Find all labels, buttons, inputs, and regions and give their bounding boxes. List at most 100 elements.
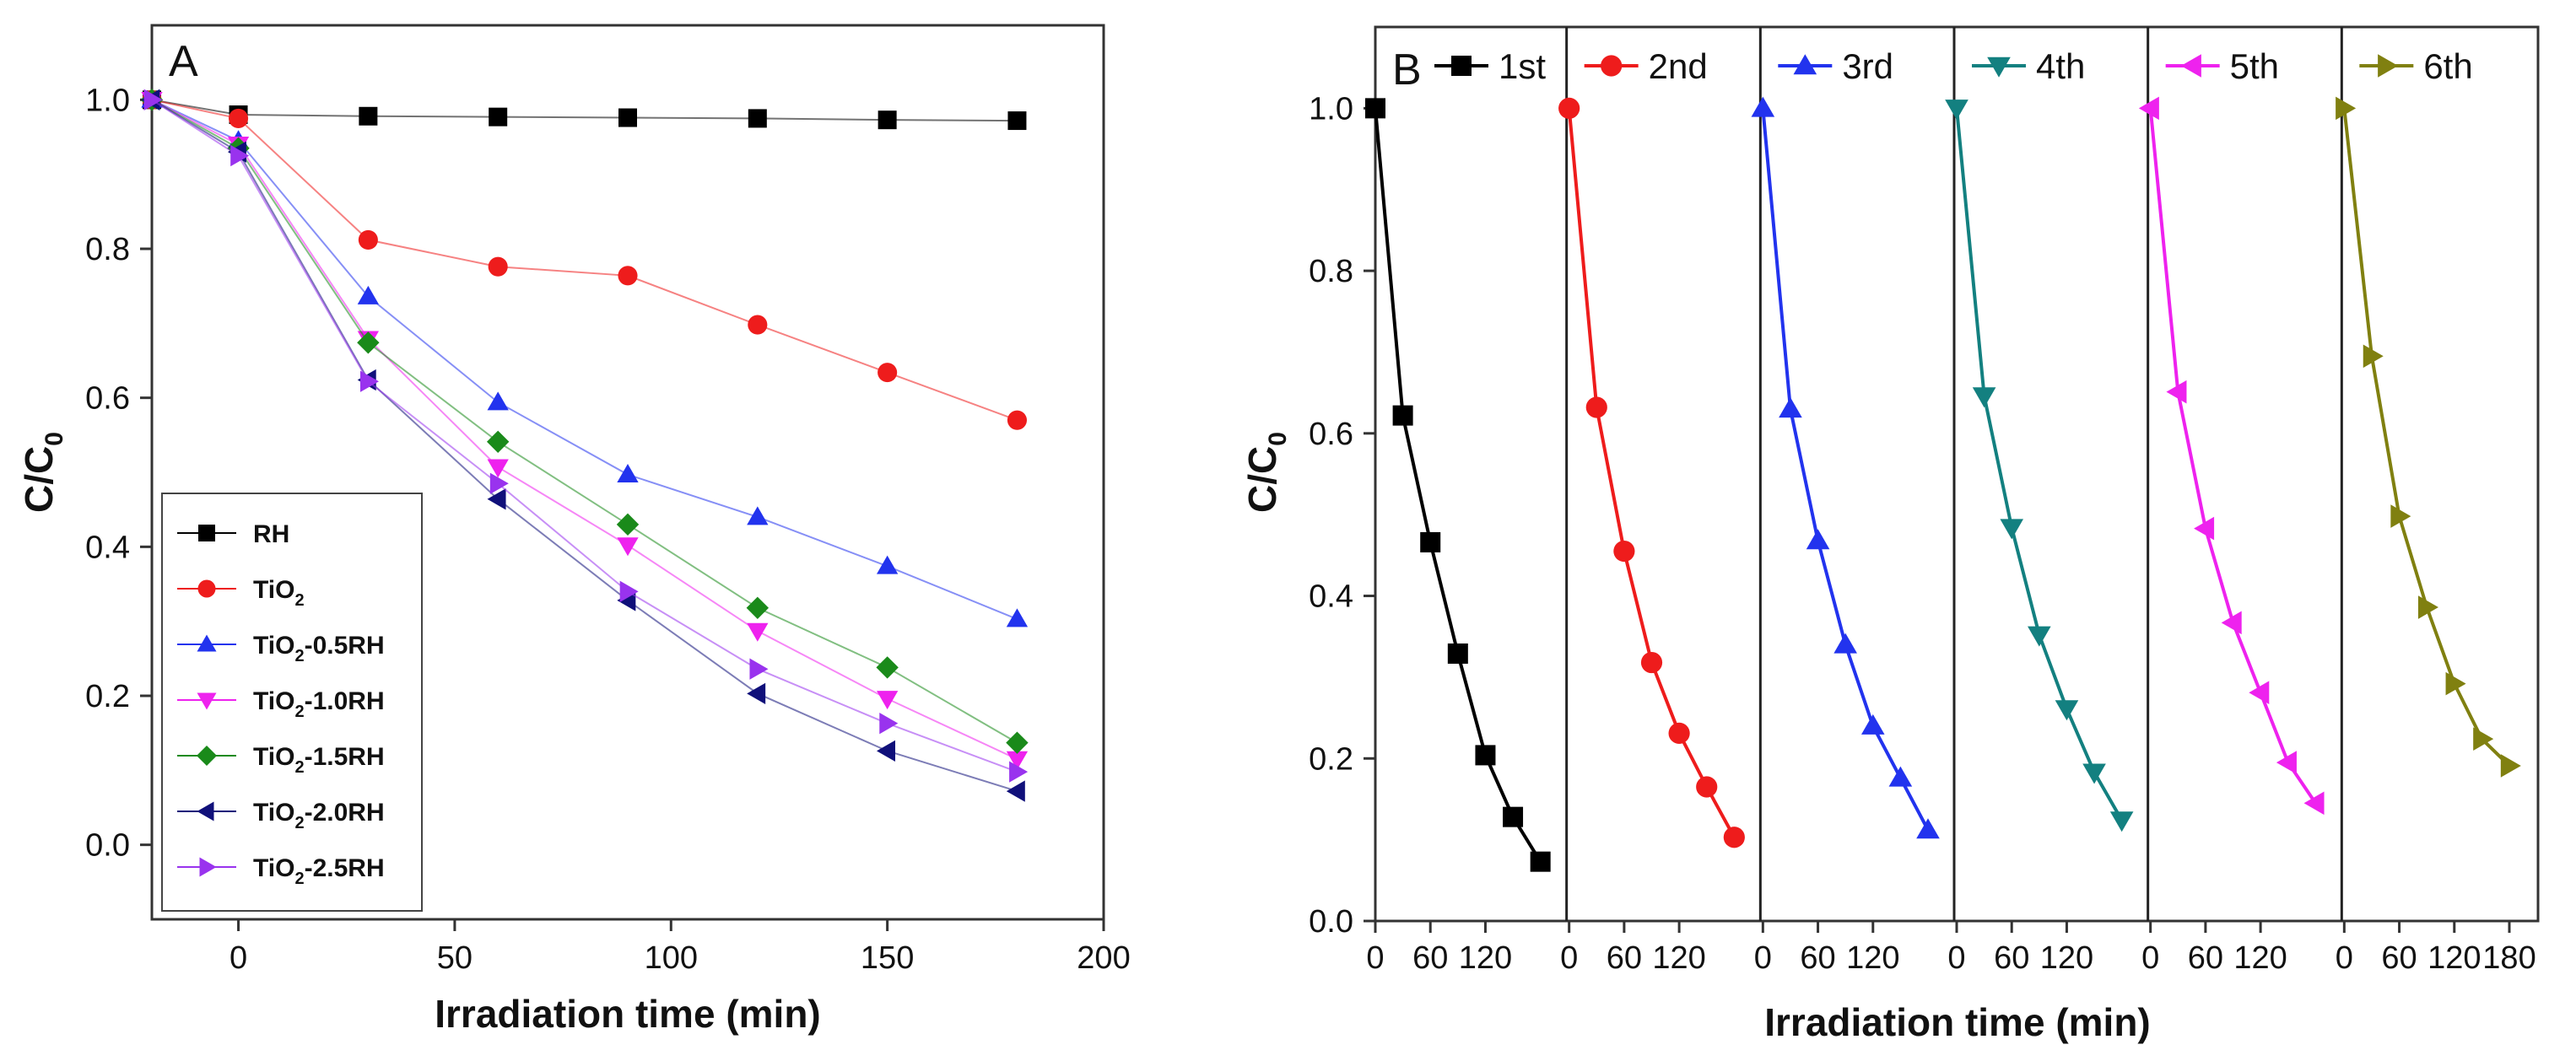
panel-a-point-4-5 xyxy=(746,596,770,619)
panel-a-point-1-2 xyxy=(358,229,378,250)
panel-b-point-3-3 xyxy=(2028,626,2051,647)
panel-a-y-tick-label: 0.4 xyxy=(85,530,130,565)
panel-a-point-6-3 xyxy=(489,472,509,494)
panel-b-y-tick-label: 0.2 xyxy=(1309,741,1353,777)
panel-a-point-6-6 xyxy=(879,713,899,735)
panel-b-ticks: 0.0 0.2 0.4 0.6 0.8 1.0 0 60 120 0 60 120 0 60 120 0 60 1… xyxy=(1309,27,2536,976)
panel-b-point-1-6 xyxy=(1723,827,1745,848)
panel-b-point-1-3 xyxy=(1640,651,1663,674)
panel-a-point-0-3 xyxy=(489,107,508,127)
panel-a-ticks: 0 50 100 150 200 0.0 0.2 0.4 0.6 0.8 1.0 xyxy=(85,83,1131,976)
panel-b-legend-marker-3 xyxy=(1987,57,2011,78)
panel-b-point-4-4 xyxy=(2249,681,2270,705)
panel-b-legend-marker-2 xyxy=(1793,54,1817,75)
panel-a-legend: RH TiO2 TiO2-0.5RH TiO2-1.0RH TiO2-1.5RH TiO2… xyxy=(161,493,423,912)
panel-a-point-1-6 xyxy=(878,363,898,383)
panel-b-legend-marker-4 xyxy=(2180,54,2201,78)
panel-b-x-tick-label: 0 xyxy=(1366,940,1384,976)
panel-a-point-3-7 xyxy=(1006,751,1029,770)
panel-a-y-tick-label: 0.6 xyxy=(85,381,130,417)
panel-a-point-0-6 xyxy=(878,110,897,130)
panel-b-point-2-3 xyxy=(1833,633,1857,654)
panel-b-x-tick-label: 0 xyxy=(1947,940,1965,976)
panel-a-chart: A 0 50 100 150 200 0.0 0.2 0.4 0.6 0.8 1.0 RH TiO2 T… xyxy=(17,24,1131,1036)
panel-a-y-axis-title: C/C0 xyxy=(17,432,68,513)
panel-a-series-line-6 xyxy=(151,99,1018,773)
panel-b-point-3-1 xyxy=(1972,387,1996,408)
panel-a-legend-label-0: RH xyxy=(253,520,289,548)
panel-a-point-3-5 xyxy=(747,622,769,642)
panel-a-legend-marker-6 xyxy=(199,857,217,877)
panel-b-point-0-1 xyxy=(1392,405,1413,426)
panel-a-x-tick-label: 150 xyxy=(861,940,914,976)
panel-a-x-tick-label: 50 xyxy=(437,940,473,976)
panel-a-point-4-2 xyxy=(357,331,380,354)
panel-a-point-4-4 xyxy=(616,513,640,536)
panel-a-y-tick-label: 0.8 xyxy=(85,232,130,267)
panel-b-letter: B xyxy=(1392,46,1422,94)
panel-b-x-tick-label: 120 xyxy=(1846,940,1899,976)
panel-a-point-4-6 xyxy=(876,656,899,679)
panel-b-series-line-3 xyxy=(1955,108,2124,821)
panel-b-point-3-0 xyxy=(1945,100,1968,121)
panel-b-x-tick-label: 120 xyxy=(1652,940,1705,976)
panel-b-plot-frame xyxy=(1374,25,2540,923)
panel-a-letter: A xyxy=(169,37,198,86)
panel-b-series-line-4 xyxy=(2148,108,2317,805)
panel-a-point-6-5 xyxy=(749,658,769,680)
panel-a-legend-label-6: TiO2-2.5RH xyxy=(253,854,385,888)
panel-b-x-tick-label: 180 xyxy=(2482,940,2535,976)
panel-b-point-5-6 xyxy=(2500,754,2521,778)
panel-b-x-tick-label: 60 xyxy=(1607,940,1642,976)
panel-b-x-tick-label: 0 xyxy=(1560,940,1578,976)
panel-a-legend-label-3: TiO2-1.0RH xyxy=(253,687,385,721)
panel-b-series xyxy=(1365,96,2521,872)
panel-b-point-5-5 xyxy=(2473,727,2494,751)
panel-b-series-line-0 xyxy=(1374,108,1542,863)
panel-b-x-tick-label: 120 xyxy=(2233,940,2287,976)
panel-a-legend-marker-4 xyxy=(197,746,217,766)
panel-b-y-tick-label: 0.8 xyxy=(1309,254,1353,289)
panel-a-series xyxy=(140,89,1029,802)
panel-a-point-3-3 xyxy=(487,459,509,478)
panel-b-y-tick-label: 0.0 xyxy=(1309,904,1353,940)
panel-a-point-6-4 xyxy=(619,580,639,602)
panel-a-series-line-2 xyxy=(151,99,1018,620)
panel-a-legend-marker-0 xyxy=(198,525,215,541)
panel-a-point-2-7 xyxy=(1006,608,1029,627)
panel-b-x-tick-label: 60 xyxy=(1994,940,2029,976)
panel-a-point-5-5 xyxy=(747,682,766,704)
panel-b-legend-label-5: 6th xyxy=(2423,46,2472,86)
panel-b-legend-label-4: 5th xyxy=(2230,46,2279,86)
panel-b-point-5-2 xyxy=(2390,504,2411,528)
panel-b-legend: 1st 2nd 3rd 4th 5th 6th xyxy=(1434,46,2473,86)
panel-b-point-5-1 xyxy=(2363,344,2384,369)
panel-a-point-1-3 xyxy=(488,256,508,277)
panel-a-point-4-3 xyxy=(486,430,510,453)
panel-b-point-4-0 xyxy=(2138,96,2159,121)
panel-b-point-4-1 xyxy=(2166,380,2187,404)
panel-a-point-1-7 xyxy=(1007,410,1028,430)
panel-b-point-3-4 xyxy=(2055,700,2079,721)
panel-b-legend-marker-0 xyxy=(1451,56,1472,76)
panel-b-point-4-5 xyxy=(2276,751,2297,774)
panel-a-point-5-3 xyxy=(487,488,506,510)
panel-b-point-1-5 xyxy=(1696,776,1718,798)
panel-b-point-2-0 xyxy=(1751,96,1775,117)
panel-b-x-tick-label: 60 xyxy=(2188,940,2223,976)
panel-a-point-2-3 xyxy=(487,391,509,411)
panel-a-series-line-3 xyxy=(151,99,1018,760)
panel-a-point-3-4 xyxy=(617,537,639,557)
panel-b-x-tick-label: 60 xyxy=(2381,940,2417,976)
panel-b-point-1-2 xyxy=(1613,540,1635,563)
panel-b-point-3-2 xyxy=(2000,519,2024,540)
panel-a-legend-label-5: TiO2-2.0RH xyxy=(253,799,385,832)
panel-a-legend-label-1: TiO2 xyxy=(253,576,305,610)
panel-a-x-axis-title: Irradiation time (min) xyxy=(435,992,820,1036)
panel-a-point-2-5 xyxy=(747,506,769,525)
panel-b-point-2-5 xyxy=(1888,766,1913,787)
panel-a-y-tick-label: 1.0 xyxy=(85,83,130,118)
panel-a-series-line-4 xyxy=(151,99,1018,744)
panel-b-point-1-1 xyxy=(1585,396,1607,418)
